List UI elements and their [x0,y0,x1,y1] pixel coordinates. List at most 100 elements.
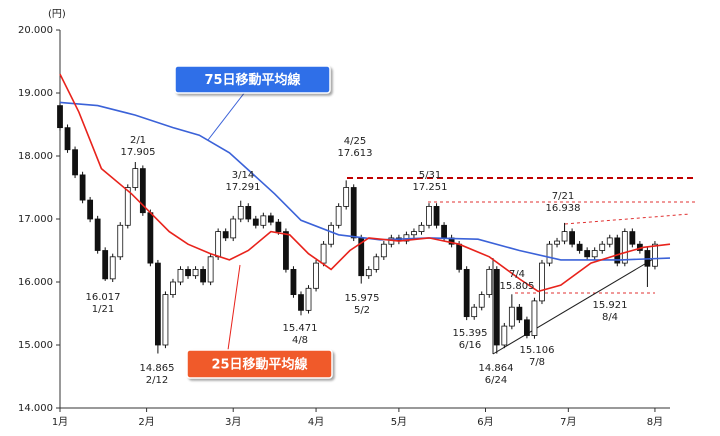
candle-body [584,250,591,258]
candle-body [599,243,606,251]
y-tick-label: 18.000 [18,151,53,162]
annotation-value: 15.471 [283,323,318,334]
candle-body [230,218,237,239]
candle-body [72,149,78,176]
annotation-value: 15.805 [500,281,535,292]
candle-body [478,294,485,308]
candle-body [418,224,425,233]
candle-body [94,218,101,251]
x-tick-label: 7月 [560,416,576,428]
legend-label: 25日移動平均線 [211,357,308,373]
annotation-date: 7/4 [509,269,525,280]
moving-average-line [59,101,671,261]
candle-body [426,205,432,226]
annotation-date: 4/25 [344,136,366,147]
candle-body [177,268,184,283]
candle-body [109,256,116,280]
candle-body [486,268,493,295]
candle-body [516,306,523,321]
candle-body [275,221,282,232]
candle-body [283,231,289,270]
candle-body [433,205,440,226]
candle-body [192,268,199,277]
annotation-date: 6/16 [459,340,481,351]
y-tick-label: 15.000 [18,340,53,351]
legend-box [186,349,333,379]
candle-body [222,231,229,239]
candle-body [561,231,568,242]
candle-body [335,205,342,226]
candle-body [614,237,621,264]
callout-leader [227,264,241,351]
candle-body [350,187,357,239]
candle-body [365,268,372,277]
x-tick-label: 5月 [391,416,407,428]
candle-body [260,215,267,226]
candle-body [139,168,146,214]
candle-body [79,174,86,201]
annotation-date: 8/4 [602,312,618,323]
annotation-value: 17.905 [121,147,156,158]
candle-body [576,243,583,251]
candle-body [373,256,380,270]
candle-body [117,224,124,258]
candle-body [441,224,447,239]
y-tick-label: 14.000 [18,403,53,414]
candle-body [200,268,206,283]
candle-body [554,240,560,245]
x-tick-label: 2月 [138,416,154,428]
annotation-value: 15.975 [345,293,380,304]
candle-body [57,105,63,129]
candle-body [471,306,478,318]
annotation-value: 17.251 [413,182,448,193]
candle-body [606,237,613,245]
candle-body [185,268,191,277]
annotation-date: 4/8 [292,335,308,346]
candle-body [290,268,297,295]
candle-body [380,243,387,258]
candle-body [546,243,553,264]
candle-body [155,262,161,346]
candle-body [531,300,538,336]
annotation-value: 16.017 [86,292,121,303]
x-tick-label: 3月 [225,416,241,428]
candle-body [245,205,252,220]
candle-body [237,205,244,220]
candle-body [508,306,515,327]
candle-body [252,218,259,226]
candle-body [524,319,530,336]
annotation-value: 15.921 [593,300,628,311]
candle-body [87,199,94,220]
candle-body [162,294,169,346]
annotation-value: 14.865 [140,363,175,374]
candle-body [411,231,417,236]
candle-body [629,231,636,245]
candle-body [320,243,327,264]
x-tick-label: 8月 [647,416,663,428]
candle-body [298,294,304,311]
y-tick-label: 20.000 [18,25,53,36]
y-tick-label: 17.000 [18,214,53,225]
candle-body [64,127,71,151]
x-tick-label: 6月 [477,416,493,428]
candle-body [102,250,109,280]
annotation-date: 7/8 [529,357,545,368]
candle-body [652,243,658,267]
candle-body [456,243,463,270]
annotation-date: 2/1 [130,135,146,146]
candle-body [328,224,335,245]
candle-body [147,212,154,264]
annotation-date: 6/24 [485,375,507,386]
annotation-value: 14.864 [479,363,514,374]
candle-body [313,262,319,289]
candle-body [207,256,214,283]
legend-label: 75日移動平均線 [204,72,301,88]
candle-body [267,215,274,223]
candle-body [621,231,628,264]
callout-leader [207,91,246,141]
annotation-date: 1/21 [92,304,114,315]
candle-body [305,287,312,311]
moving-average-line [59,73,671,293]
candle-body [591,250,598,258]
